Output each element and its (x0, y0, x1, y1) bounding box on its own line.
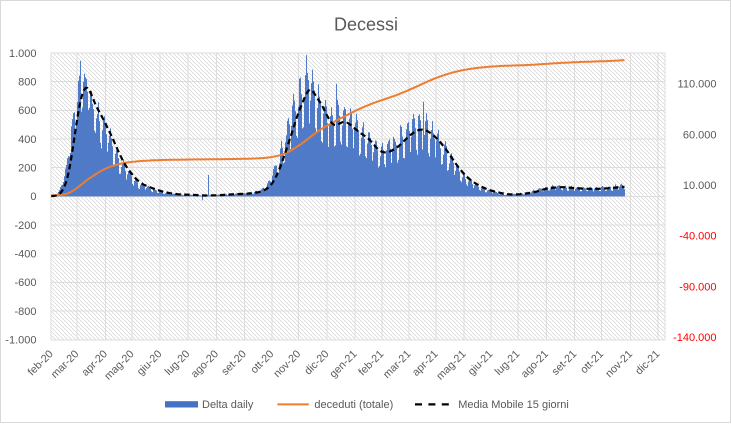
svg-text:200: 200 (18, 163, 36, 175)
svg-text:deceduti (totale): deceduti (totale) (314, 399, 393, 411)
svg-text:0: 0 (30, 191, 36, 203)
svg-text:-400: -400 (14, 249, 36, 261)
svg-text:10.000: 10.000 (683, 180, 717, 192)
svg-text:400: 400 (18, 134, 36, 146)
svg-text:-140.000: -140.000 (673, 332, 716, 344)
svg-text:-200: -200 (14, 220, 36, 232)
svg-text:800: 800 (18, 77, 36, 89)
svg-text:600: 600 (18, 105, 36, 117)
svg-text:1.000: 1.000 (9, 48, 37, 60)
svg-text:-600: -600 (14, 277, 36, 289)
svg-text:-90.000: -90.000 (679, 281, 716, 293)
svg-text:110.000: 110.000 (678, 79, 717, 91)
svg-text:Delta daily: Delta daily (202, 399, 254, 411)
svg-text:-1.000: -1.000 (5, 335, 36, 347)
svg-text:Decessi: Decessi (334, 15, 398, 35)
svg-text:60.000: 60.000 (683, 129, 717, 141)
svg-text:-40.000: -40.000 (679, 231, 716, 243)
svg-text:Media Mobile 15 giorni: Media Mobile 15 giorni (458, 399, 569, 411)
svg-text:-800: -800 (14, 306, 36, 318)
